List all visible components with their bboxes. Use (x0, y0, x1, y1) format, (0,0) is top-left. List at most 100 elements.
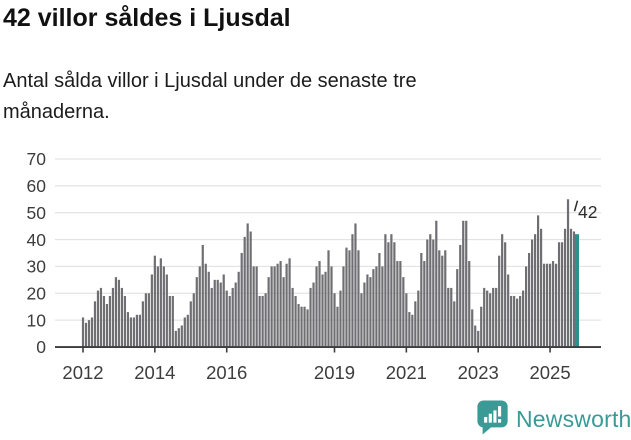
bar (132, 317, 135, 347)
bar (102, 295, 106, 347)
bar (495, 287, 498, 347)
bar (129, 317, 133, 347)
gridline (55, 212, 601, 214)
bar (201, 244, 204, 347)
x-tick (154, 348, 156, 353)
y-tick-label: 60 (27, 176, 47, 196)
bar (336, 306, 339, 347)
bar (554, 263, 558, 347)
bar (486, 290, 489, 347)
bar (489, 293, 492, 347)
bar (551, 261, 555, 347)
y-tick-label: 0 (36, 337, 46, 357)
bar (303, 306, 306, 347)
bar (261, 295, 264, 347)
bar (105, 304, 109, 347)
bar (285, 263, 288, 347)
bar (192, 293, 195, 347)
bar (150, 274, 153, 347)
bar (357, 250, 360, 347)
x-tick (82, 348, 84, 353)
bar (393, 242, 396, 347)
bar (465, 220, 468, 347)
bar (99, 287, 103, 347)
annotation-leader-line (573, 200, 579, 212)
bar (180, 325, 183, 347)
bar (375, 266, 378, 347)
bar (276, 263, 279, 347)
x-tick-label: 2012 (62, 362, 103, 383)
bar (459, 244, 462, 347)
y-tick-label: 70 (27, 149, 47, 169)
bar (294, 295, 297, 347)
bar (168, 295, 171, 347)
bar (213, 279, 216, 347)
x-tick-label: 2014 (134, 362, 175, 383)
bar (324, 271, 327, 347)
newsworthy-logo: Newsworthy (476, 399, 631, 440)
bar (569, 228, 573, 347)
y-tick-label: 50 (27, 203, 47, 223)
bar (96, 290, 100, 347)
bar (198, 266, 201, 347)
bar (519, 295, 522, 347)
bar (189, 301, 192, 347)
newsworthy-chart-bubble-icon (476, 399, 510, 440)
bar (327, 250, 330, 347)
bar (507, 274, 510, 347)
bar (560, 242, 564, 347)
bar (318, 261, 321, 347)
bar (114, 277, 118, 347)
bar (81, 317, 85, 347)
bar (405, 293, 408, 347)
bar (351, 234, 354, 347)
bar (273, 266, 276, 347)
bar (462, 220, 465, 347)
bar (480, 306, 483, 347)
bar (381, 266, 384, 347)
bar (396, 261, 399, 347)
bar (548, 263, 552, 347)
bar (456, 269, 459, 347)
bar (435, 220, 438, 347)
bar (159, 258, 162, 347)
x-axis (55, 346, 601, 348)
bar (87, 320, 91, 347)
bar (219, 282, 222, 347)
x-tick (333, 348, 336, 353)
bar (306, 309, 309, 347)
bar (477, 330, 480, 347)
bar (216, 279, 219, 347)
bar (354, 223, 357, 347)
bar-chart: 2012 2014 2016 2019 2021 2023 2025 0 10 20 30 40 50 6… (0, 145, 631, 390)
bar (153, 255, 156, 347)
bar (162, 266, 165, 347)
bar (117, 279, 121, 347)
bar (345, 247, 348, 347)
bar (222, 274, 225, 347)
bar (557, 242, 561, 347)
bar (510, 295, 513, 347)
bar (516, 298, 519, 347)
y-tick-label: 10 (27, 310, 47, 330)
bar (438, 250, 441, 347)
x-tick (405, 348, 408, 353)
x-tick (225, 348, 228, 353)
bar (234, 282, 237, 347)
bar (243, 236, 246, 347)
bar (246, 223, 249, 347)
bar (237, 271, 240, 347)
x-tick-label: 2019 (314, 362, 355, 383)
chart-subtitle: Antal sålda villor i Ljusdal under de se… (3, 70, 417, 123)
bar (483, 287, 486, 347)
gridline (55, 238, 601, 241)
bar (536, 215, 540, 347)
x-tick-label: 2023 (458, 362, 499, 383)
bar (186, 314, 189, 347)
bar (572, 231, 576, 347)
bar (366, 274, 369, 347)
bar (258, 295, 261, 347)
bar (542, 263, 546, 347)
bar (566, 199, 570, 347)
bar (90, 317, 94, 347)
